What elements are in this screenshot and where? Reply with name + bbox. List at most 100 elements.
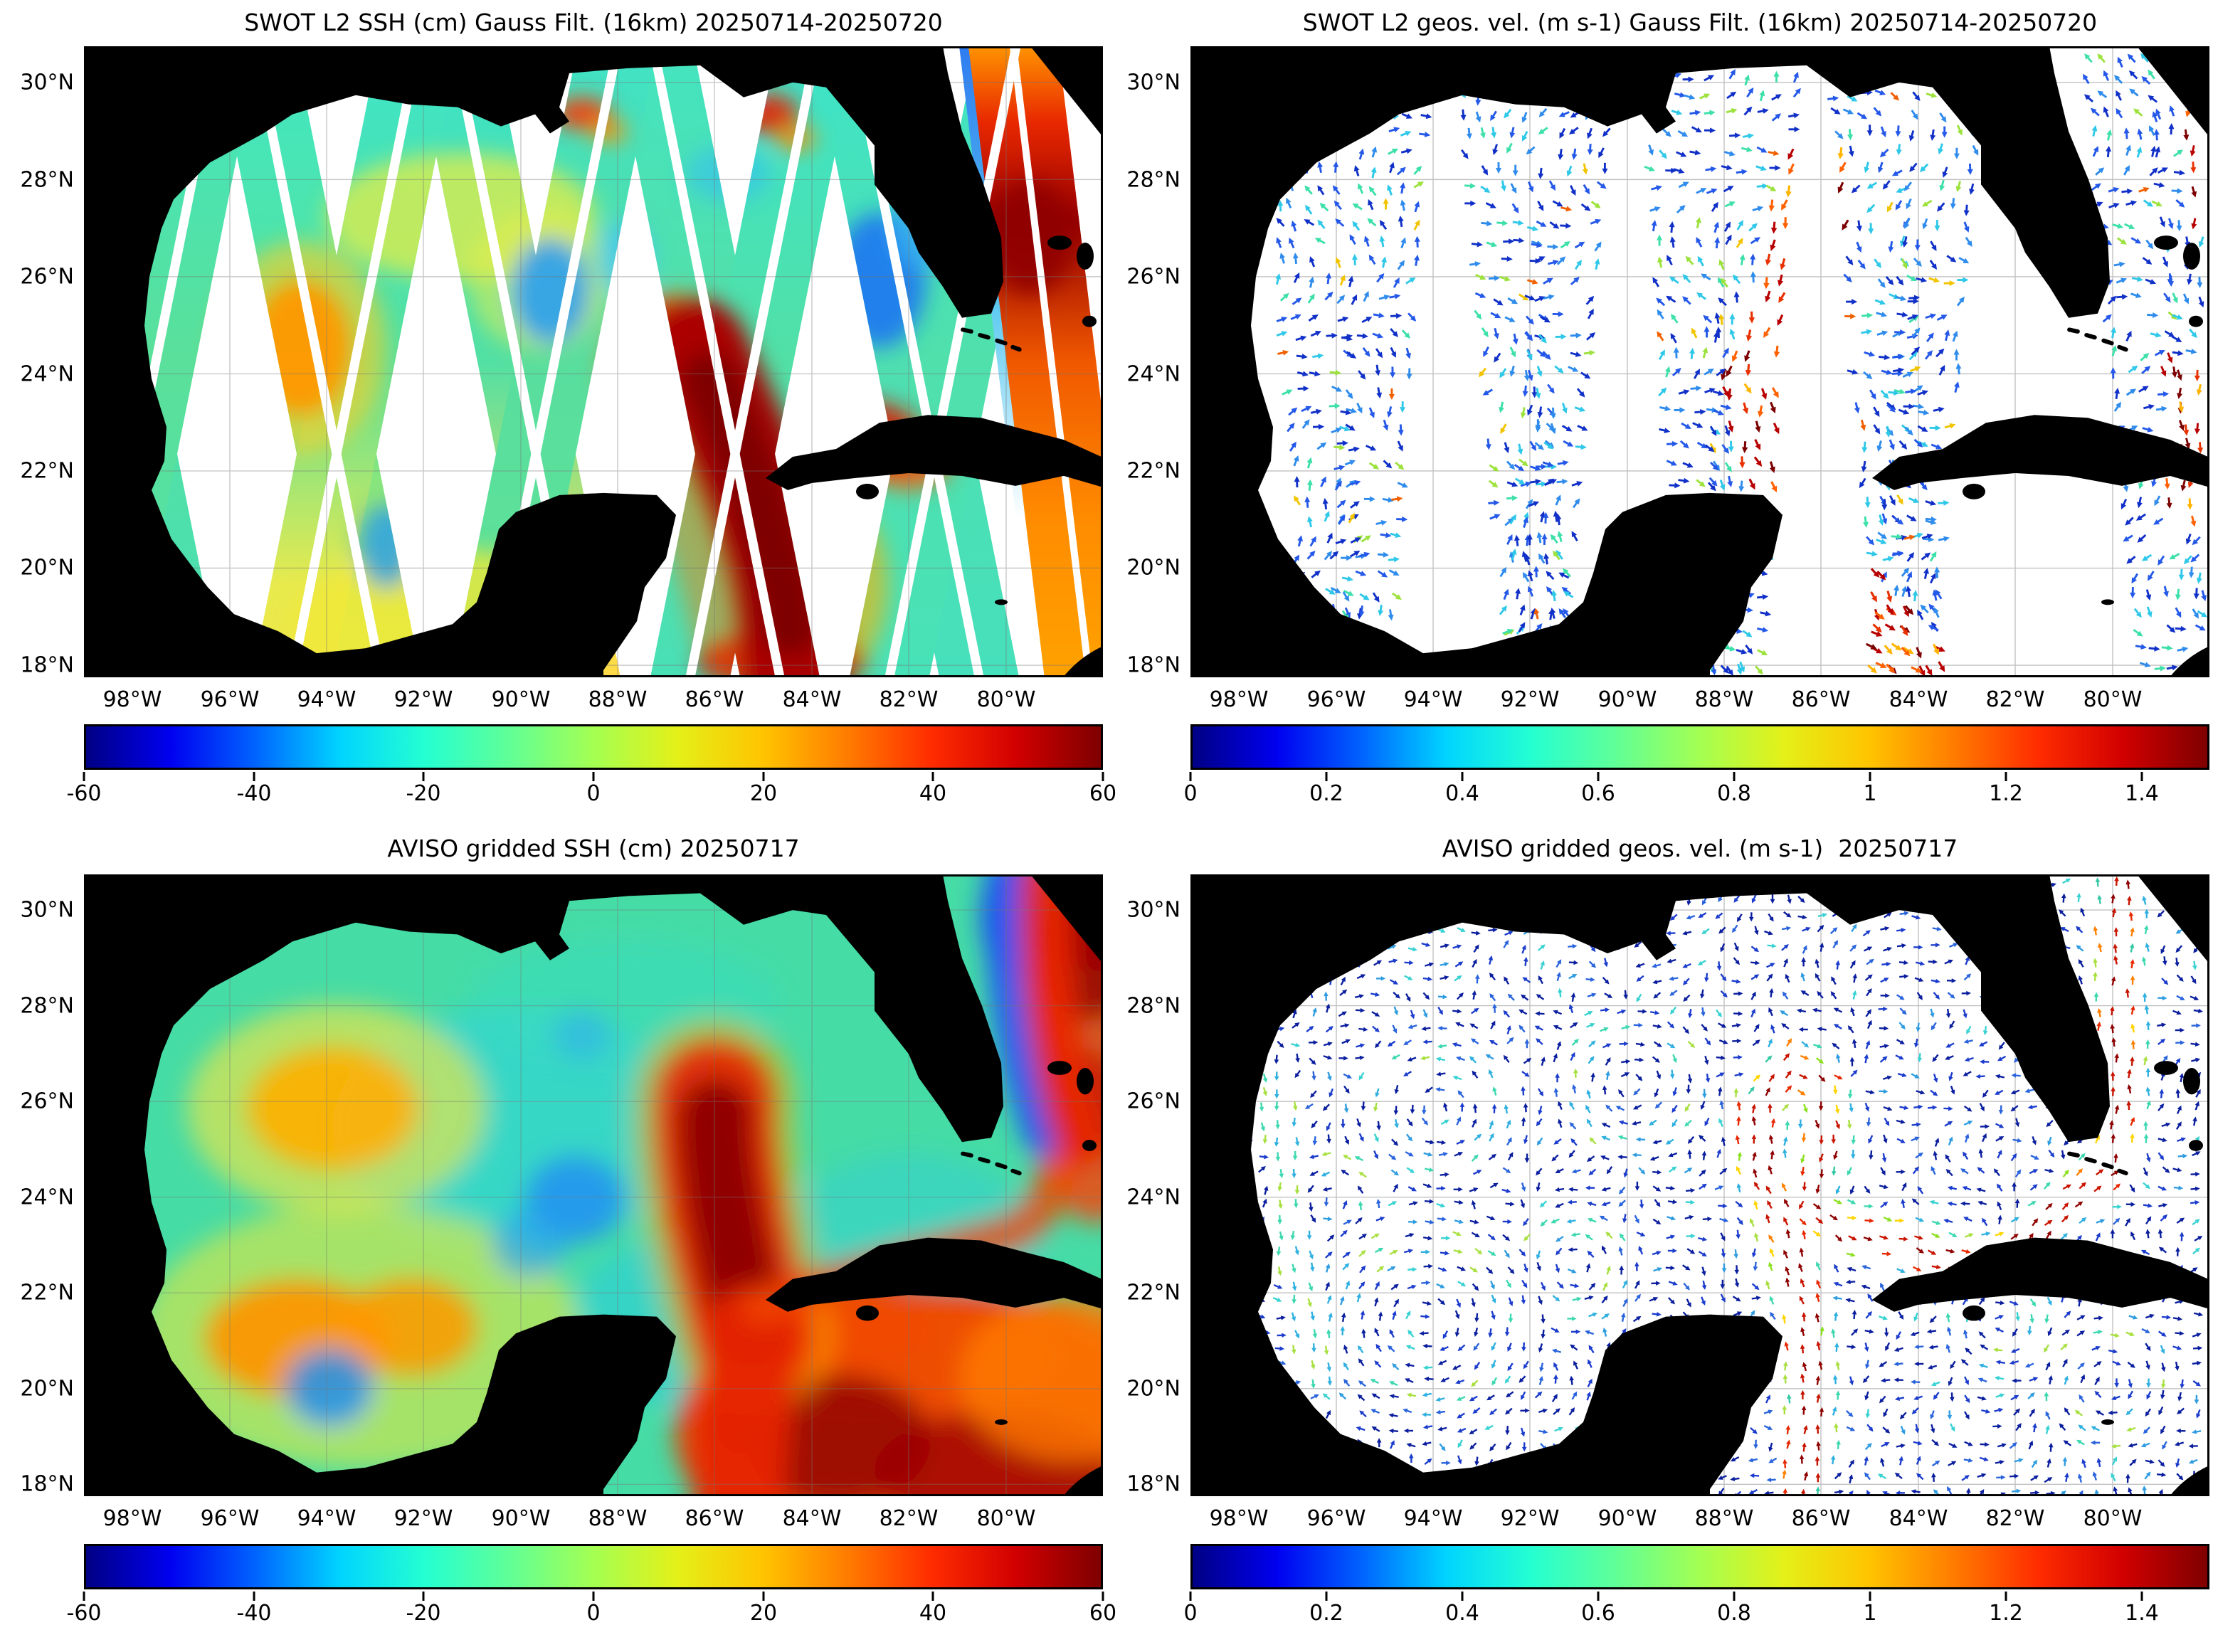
colorbar-tick [422,772,425,781]
lat-tick-label: 28°N [1126,167,1181,193]
lat-tick-label: 18°N [20,652,74,678]
lon-tick-label: 94°W [297,1506,356,1531]
colorbar-ssh [84,1544,1103,1589]
colorbar-tick [931,772,934,781]
colorbar-tick-label: -40 [236,781,272,806]
lon-tick-label: 84°W [782,1506,842,1531]
lon-tick-label: 88°W [1694,687,1754,712]
colorbar-tick-label: 60 [1089,781,1117,806]
colorbar-tick-label: 1 [1863,1601,1877,1626]
lon-tick-label: 96°W [1306,687,1366,712]
colorbar-tick-label: -20 [406,781,441,806]
colorbar-tick-label: 0 [1183,781,1198,806]
lat-tick-label: 24°N [1126,1185,1181,1210]
colorbar-tick-label: 1 [1863,781,1877,806]
colorbar-tick-label: -60 [66,781,102,806]
colorbar-tick-label: 0.4 [1445,781,1479,806]
colorbar-tick-label: 0.8 [1717,1601,1751,1626]
colorbar-tick [1325,772,1328,781]
lon-tick-label: 88°W [588,687,648,712]
colorbar-tick-label: 0.4 [1445,1601,1479,1626]
land-mask [1190,46,2209,677]
lon-tick-label: 90°W [491,1506,551,1531]
lon-tick-label: 82°W [1985,1506,2045,1531]
lon-tick-label: 84°W [1889,1506,1948,1531]
panel-aviso-vel: AVISO gridded geos. vel. (m s-1) 2025071… [1106,826,2213,1652]
colorbar-tick-label: 0.2 [1309,781,1343,806]
colorbar-tick [1869,772,1871,781]
colorbar-tick [1325,1592,1328,1601]
lat-tick-label: 22°N [20,1280,74,1306]
lat-tick-label: 22°N [1126,1280,1181,1306]
colorbar-tick [83,772,85,781]
lon-tick-label: 96°W [200,687,260,712]
colorbar-tick-label: 0.8 [1717,781,1751,806]
colorbar-tick [422,1592,425,1601]
lat-tick-label: 28°N [20,167,74,193]
lat-tick-label: 24°N [20,1185,74,1210]
lon-tick-label: 90°W [1597,1506,1657,1531]
lon-tick-label: 94°W [1403,1506,1463,1531]
lat-tick-label: 26°N [1126,1089,1181,1114]
lon-tick-label: 88°W [588,1506,648,1531]
lon-tick-label: 96°W [200,1506,260,1531]
lat-tick-label: 18°N [1126,1471,1181,1497]
colorbar-tick [1461,1592,1464,1601]
lat-tick-label: 30°N [1126,897,1181,923]
lat-tick-label: 30°N [20,70,74,95]
panel-title: AVISO gridded SSH (cm) 20250717 [387,835,800,862]
colorbar-tick [2005,772,2007,781]
panel-swot-ssh: SWOT L2 SSH (cm) Gauss Filt. (16km) 2025… [0,0,1116,826]
lat-tick-label: 20°N [20,1376,74,1402]
colorbar-tick [1597,772,1600,781]
colorbar-tick [1189,1592,1192,1601]
lat-tick-label: 18°N [1126,652,1181,678]
colorbar-tick [592,1592,595,1601]
lon-tick-label: 86°W [685,1506,744,1531]
lon-tick-label: 82°W [879,1506,939,1531]
lat-tick-label: 30°N [1126,70,1181,95]
map-swot-vel [1190,46,2209,677]
lon-tick-label: 98°W [1209,1506,1269,1531]
lat-tick-label: 18°N [20,1471,74,1497]
lon-tick-label: 82°W [879,687,939,712]
colorbar-tick-label: 60 [1089,1601,1117,1626]
lat-tick-label: 26°N [20,264,74,290]
colorbar-tick [1461,772,1464,781]
colorbar-ssh [84,724,1103,770]
colorbar-tick-label: 0.2 [1309,1601,1343,1626]
lat-tick-label: 24°N [20,361,74,387]
lon-tick-label: 92°W [394,1506,453,1531]
colorbar-tick-label: 0.6 [1581,781,1615,806]
map-aviso-vel [1190,874,2209,1496]
lon-tick-label: 88°W [1694,1506,1754,1531]
colorbar-tick [83,1592,85,1601]
colorbar-tick-label: -20 [406,1601,441,1626]
panel-title: AVISO gridded geos. vel. (m s-1) 2025071… [1442,835,1958,862]
lon-tick-label: 86°W [1791,687,1851,712]
map-swot-ssh [84,46,1103,677]
lon-tick-label: 80°W [2083,1506,2143,1531]
land-mask [84,46,1103,677]
colorbar-tick [762,1592,765,1601]
colorbar-tick [2005,1592,2007,1601]
colorbar-tick-label: 1.4 [2125,781,2159,806]
colorbar-tick-label: 1.2 [1989,781,2023,806]
colorbar-tick [253,772,255,781]
lon-tick-label: 96°W [1306,1506,1366,1531]
lat-tick-label: 28°N [1126,993,1181,1019]
colorbar-tick [931,1592,934,1601]
colorbar-tick [592,772,595,781]
map-aviso-ssh [84,874,1103,1496]
colorbar-tick [1597,1592,1600,1601]
colorbar-tick [1102,1592,1104,1601]
lat-tick-label: 28°N [20,993,74,1019]
lat-tick-label: 22°N [20,458,74,484]
panel-aviso-ssh: AVISO gridded SSH (cm) 20250717 30°N 28°N… [0,826,1116,1652]
lat-tick-label: 30°N [20,897,74,923]
lat-tick-label: 26°N [20,1089,74,1114]
colorbar-tick [2140,772,2143,781]
colorbar-tick [1189,772,1192,781]
lon-tick-label: 92°W [394,687,453,712]
